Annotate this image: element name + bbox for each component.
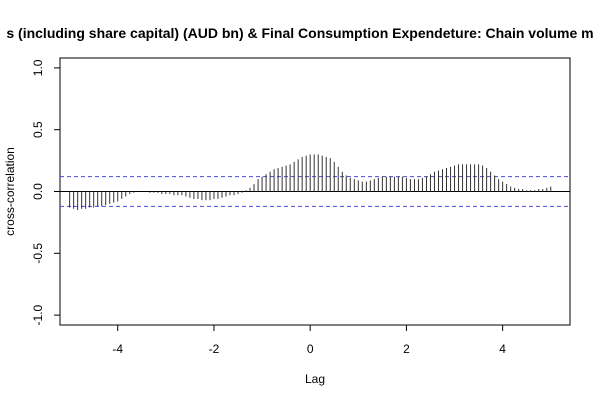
plot-area: -4 -2 0 2 4 -1.0 -0.5 0.0 0.5 1.0 xyxy=(31,57,571,356)
x-tick-label: -4 xyxy=(112,342,123,356)
y-tick-label: 0.0 xyxy=(31,183,45,200)
y-tick-label: -0.5 xyxy=(31,243,45,264)
y-axis-label: cross-correlation xyxy=(3,147,17,236)
y-tick-label: 1.0 xyxy=(31,59,45,76)
x-axis-label: Lag xyxy=(305,372,325,386)
x-tick-label: 2 xyxy=(403,342,410,356)
y-tick-label: -1.0 xyxy=(31,304,45,325)
chart-title: s (including share capital) (AUD bn) & F… xyxy=(6,25,593,41)
x-tick-label: 4 xyxy=(499,342,506,356)
x-tick-label: 0 xyxy=(307,342,314,356)
y-tick-label: 0.5 xyxy=(31,121,45,138)
x-tick-label: -2 xyxy=(209,342,220,356)
